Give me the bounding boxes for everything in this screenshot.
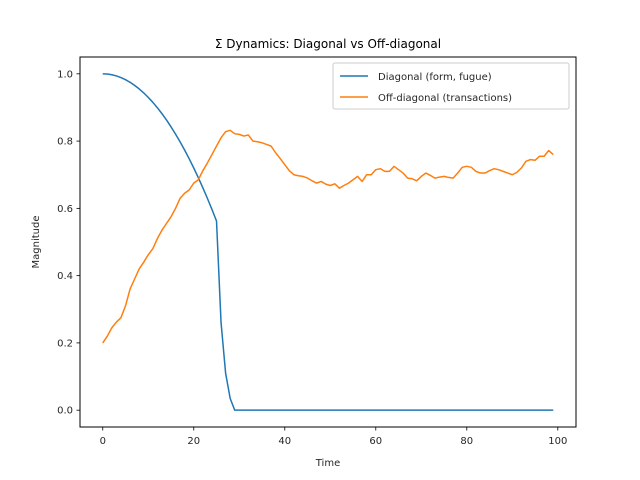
- x-tick-label: 40: [278, 436, 291, 447]
- legend-box: [332, 62, 570, 110]
- lines-layer: [102, 73, 554, 411]
- legend-label-off-diagonal: Off-diagonal (transactions): [378, 93, 512, 104]
- series-line-off-diagonal: [102, 129, 554, 344]
- x-axis-label: Time: [315, 458, 340, 469]
- legend-label-diagonal: Diagonal (form, fugue): [378, 72, 492, 83]
- legend: Diagonal (form, fugue) Off-diagonal (tra…: [332, 62, 570, 110]
- y-tick-label: 0.2: [57, 338, 73, 349]
- y-tick-label: 0.0: [57, 406, 73, 417]
- ticks-layer: 0 20 40 60 80 100 0.0 0.2 0.4 0.6 0.8 1.0: [57, 69, 567, 447]
- x-tick-label: 0: [100, 436, 106, 447]
- x-tick-label: 80: [460, 436, 473, 447]
- x-tick-label: 20: [187, 436, 200, 447]
- y-tick-label: 0.4: [57, 271, 73, 282]
- plot-frame: [79, 56, 577, 428]
- chart-title: Σ Dynamics: Diagonal vs Off-diagonal: [215, 37, 441, 51]
- series-line-diagonal: [102, 73, 554, 411]
- y-axis-label: Magnitude: [31, 216, 42, 269]
- y-tick-label: 0.6: [57, 204, 73, 215]
- x-tick-label: 100: [548, 436, 567, 447]
- y-tick-label: 0.8: [57, 137, 73, 148]
- y-tick-label: 1.0: [57, 69, 73, 80]
- x-tick-label: 60: [369, 436, 382, 447]
